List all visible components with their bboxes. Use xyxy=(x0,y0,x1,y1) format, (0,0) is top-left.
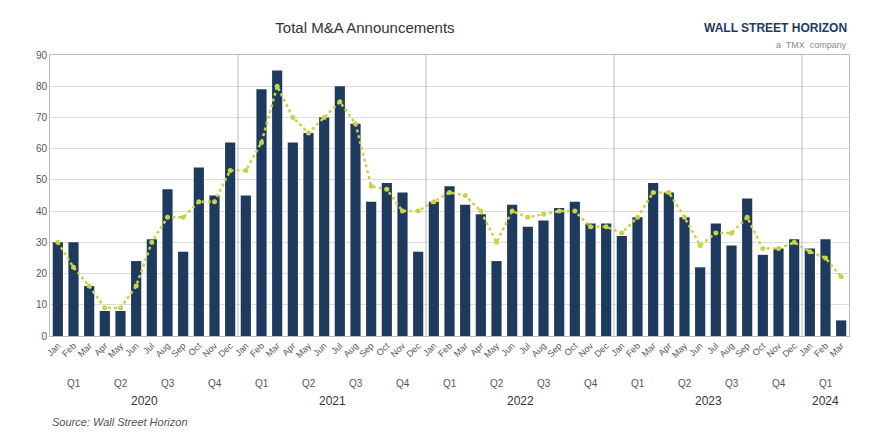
svg-text:Dec: Dec xyxy=(592,340,611,359)
svg-text:Jan: Jan xyxy=(797,341,814,358)
svg-text:0: 0 xyxy=(41,331,47,342)
svg-text:Mar: Mar xyxy=(264,341,282,359)
svg-text:Aug: Aug xyxy=(530,341,548,359)
svg-text:Feb: Feb xyxy=(624,341,642,359)
svg-text:60: 60 xyxy=(36,143,48,154)
svg-text:Q3: Q3 xyxy=(537,378,551,389)
svg-text:Jul: Jul xyxy=(517,341,532,356)
svg-text:Nov: Nov xyxy=(765,340,784,359)
svg-text:2022: 2022 xyxy=(507,394,534,408)
svg-text:Q3: Q3 xyxy=(161,378,175,389)
svg-text:Sep: Sep xyxy=(545,341,563,359)
svg-text:Q4: Q4 xyxy=(396,378,410,389)
svg-text:2021: 2021 xyxy=(319,394,346,408)
svg-text:2023: 2023 xyxy=(695,394,722,408)
svg-text:Oct: Oct xyxy=(374,340,391,357)
svg-text:Aug: Aug xyxy=(718,341,736,359)
svg-text:May: May xyxy=(482,340,501,359)
svg-text:Jul: Jul xyxy=(705,341,720,356)
svg-text:Q2: Q2 xyxy=(678,378,692,389)
svg-text:May: May xyxy=(106,340,125,359)
svg-text:Feb: Feb xyxy=(60,341,78,359)
svg-text:Feb: Feb xyxy=(812,341,830,359)
svg-text:Q1: Q1 xyxy=(443,378,457,389)
svg-text:80: 80 xyxy=(36,81,48,92)
svg-text:Q2: Q2 xyxy=(302,378,316,389)
svg-text:Jul: Jul xyxy=(141,341,156,356)
svg-text:40: 40 xyxy=(36,206,48,217)
svg-text:WALL STREET HORIZON: WALL STREET HORIZON xyxy=(704,21,847,35)
svg-text:Dec: Dec xyxy=(780,340,799,359)
svg-text:Q1: Q1 xyxy=(255,378,269,389)
svg-text:Sep: Sep xyxy=(733,341,751,359)
svg-text:Mar: Mar xyxy=(76,341,94,359)
svg-text:30: 30 xyxy=(36,237,48,248)
svg-text:May: May xyxy=(294,340,313,359)
svg-text:Total M&A Announcements: Total M&A Announcements xyxy=(275,19,454,36)
svg-text:Jun: Jun xyxy=(687,341,704,358)
svg-text:Jun: Jun xyxy=(499,341,516,358)
svg-text:Jun: Jun xyxy=(311,341,328,358)
svg-text:Oct: Oct xyxy=(186,340,203,357)
svg-text:Mar: Mar xyxy=(640,341,658,359)
svg-text:Apr: Apr xyxy=(656,341,673,358)
svg-text:Apr: Apr xyxy=(280,341,297,358)
svg-text:70: 70 xyxy=(36,112,48,123)
svg-text:Q3: Q3 xyxy=(725,378,739,389)
svg-text:May: May xyxy=(670,340,689,359)
svg-text:Apr: Apr xyxy=(468,341,485,358)
svg-text:Dec: Dec xyxy=(404,340,423,359)
svg-text:Jan: Jan xyxy=(45,341,62,358)
svg-text:Q3: Q3 xyxy=(349,378,363,389)
svg-text:Q2: Q2 xyxy=(490,378,504,389)
svg-text:Oct: Oct xyxy=(562,340,579,357)
svg-text:Source: Wall Street Horizon: Source: Wall Street Horizon xyxy=(52,416,188,428)
svg-text:2024: 2024 xyxy=(812,394,839,408)
svg-text:Nov: Nov xyxy=(201,340,220,359)
svg-text:Jan: Jan xyxy=(233,341,250,358)
svg-text:Nov: Nov xyxy=(577,340,596,359)
svg-text:10: 10 xyxy=(36,299,48,310)
svg-text:Apr: Apr xyxy=(92,341,109,358)
svg-text:Dec: Dec xyxy=(216,340,235,359)
svg-text:Q4: Q4 xyxy=(772,378,786,389)
svg-text:50: 50 xyxy=(36,174,48,185)
svg-text:Aug: Aug xyxy=(342,341,360,359)
svg-text:2020: 2020 xyxy=(131,394,158,408)
svg-text:Mar: Mar xyxy=(828,341,846,359)
svg-text:Jul: Jul xyxy=(329,341,344,356)
svg-text:Oct: Oct xyxy=(750,340,767,357)
svg-text:Jun: Jun xyxy=(123,341,140,358)
svg-text:Mar: Mar xyxy=(452,341,470,359)
svg-text:Jan: Jan xyxy=(421,341,438,358)
svg-text:Sep: Sep xyxy=(169,341,187,359)
svg-text:Q1: Q1 xyxy=(67,378,81,389)
svg-text:a TMX company: a TMX company xyxy=(776,40,847,50)
svg-text:Q4: Q4 xyxy=(584,378,598,389)
svg-text:Sep: Sep xyxy=(357,341,375,359)
svg-text:Aug: Aug xyxy=(154,341,172,359)
svg-text:Q1: Q1 xyxy=(631,378,645,389)
svg-text:Q1: Q1 xyxy=(819,378,833,389)
svg-text:Feb: Feb xyxy=(436,341,454,359)
svg-text:Jan: Jan xyxy=(609,341,626,358)
svg-text:Feb: Feb xyxy=(248,341,266,359)
svg-text:Nov: Nov xyxy=(389,340,408,359)
svg-text:Q2: Q2 xyxy=(114,378,128,389)
svg-text:20: 20 xyxy=(36,268,48,279)
svg-text:90: 90 xyxy=(36,50,48,61)
svg-text:Q4: Q4 xyxy=(208,378,222,389)
